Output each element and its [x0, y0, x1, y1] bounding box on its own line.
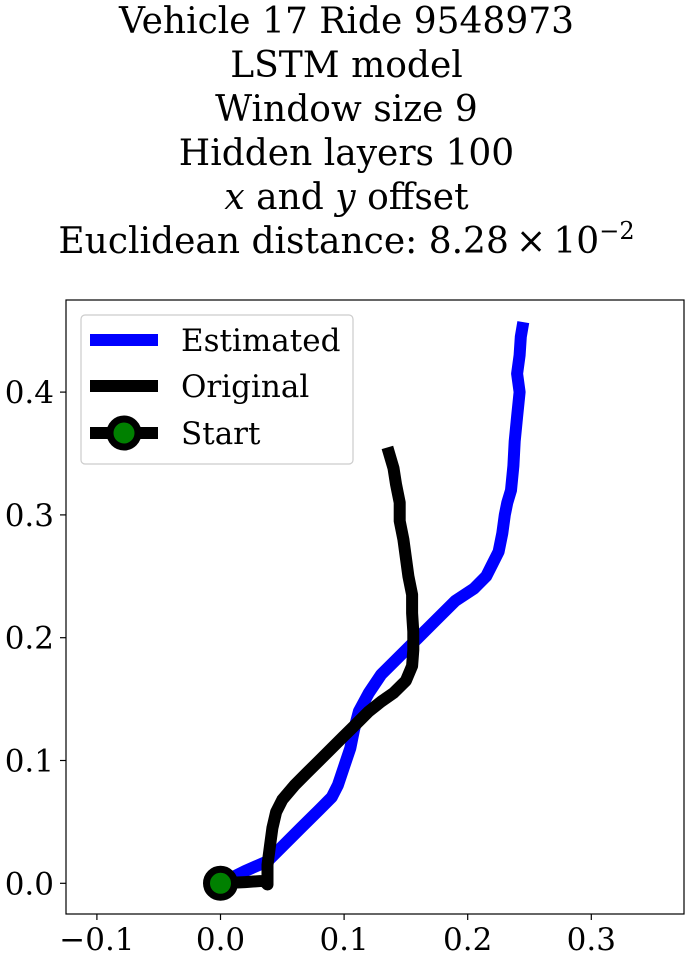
title-line-6: Euclidean distance: 8.28 × 10−2: [0, 217, 693, 264]
y-tick-label: 0.1: [5, 744, 54, 780]
title-var-y: y: [335, 177, 356, 218]
x-tick-label: 0.0: [196, 922, 245, 958]
plot-frame: [65, 299, 685, 915]
legend-start-marker: [106, 415, 142, 451]
x-tick-label: 0.1: [319, 922, 368, 958]
y-tick-label: 0.2: [5, 621, 54, 657]
x-tick-label: 0.2: [443, 922, 492, 958]
legend-label-original: Original: [181, 369, 309, 405]
title-distance: Euclidean distance: 8.28 × 10: [58, 221, 600, 262]
title-line-3: Window size 9: [215, 89, 478, 130]
plot-layer: [203, 321, 530, 901]
x-tick-label: −0.1: [59, 922, 134, 958]
title-var-x: x: [224, 177, 245, 218]
title-line-1: Vehicle 17 Ride 9548973: [118, 1, 575, 42]
title-and: and: [244, 177, 336, 218]
title-exponent: −2: [599, 217, 635, 245]
title-line-2: LSTM model: [230, 45, 463, 86]
chart-title: Vehicle 17 Ride 9548973 LSTM model Windo…: [0, 0, 693, 264]
title-line-4: Hidden layers 100: [178, 133, 515, 174]
title-line-5: x and y offset: [0, 176, 693, 220]
y-tick-label: 0.4: [5, 375, 54, 411]
legend-box: [80, 314, 354, 465]
axes-layer: −0.1 0.0 0.1 0.2 0.30.00.10.20.30.4: [5, 375, 616, 958]
series-line-estimated: [217, 321, 530, 889]
x-tick-label: 0.3: [567, 922, 616, 958]
title-offset: offset: [355, 177, 469, 218]
legend: Estimated Original Start: [80, 314, 354, 465]
legend-label-estimated: Estimated: [181, 323, 340, 359]
series-line-original: [220, 445, 420, 891]
start-marker: [203, 865, 238, 901]
y-tick-label: 0.0: [5, 866, 54, 902]
y-tick-label: 0.3: [5, 498, 54, 534]
legend-label-start: Start: [181, 416, 261, 452]
